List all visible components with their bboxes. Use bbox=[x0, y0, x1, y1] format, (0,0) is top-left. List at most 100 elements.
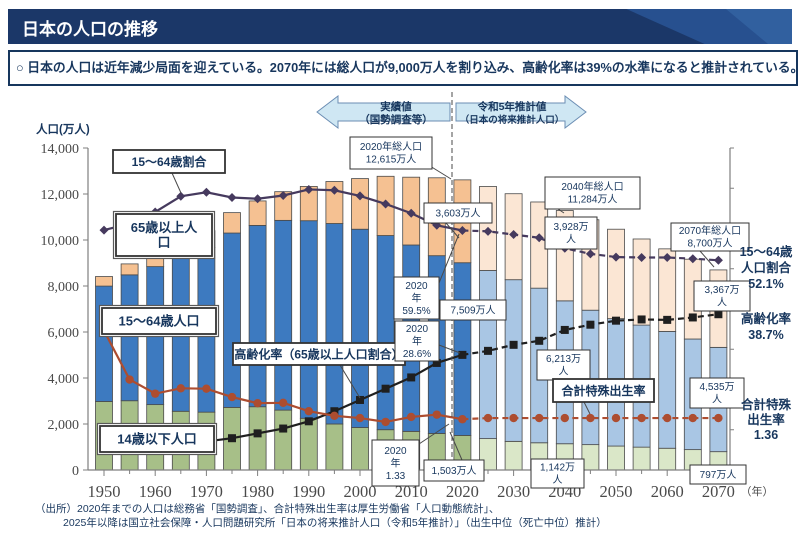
annotation-box bbox=[112, 149, 226, 174]
diamond-marker bbox=[688, 254, 698, 264]
x-tick-label: 1990 bbox=[292, 482, 325, 500]
diamond-marker bbox=[201, 187, 211, 197]
y-tick-label: 4,000 bbox=[48, 372, 80, 387]
annotation-text: 14歳以下人口 bbox=[117, 432, 196, 447]
side-label-line: 出生率 bbox=[747, 412, 785, 427]
circle-marker bbox=[637, 413, 646, 423]
bar-2055 bbox=[632, 238, 651, 471]
annotation-box bbox=[349, 136, 433, 170]
annotations: 15～64歳割合 65歳以上人口 15～64歳人口 14歳以下人口 高齢化率（65歳以上… bbox=[96, 136, 751, 489]
square-marker bbox=[714, 310, 723, 319]
diamond-marker bbox=[457, 226, 467, 236]
square-marker bbox=[484, 346, 492, 355]
actual-arrow-sublabel: （国勢調査等） bbox=[359, 113, 433, 126]
annotation-box bbox=[99, 425, 215, 453]
square-marker bbox=[663, 315, 672, 324]
square-marker bbox=[560, 325, 569, 334]
bar-1975 bbox=[223, 212, 241, 471]
annotation-text: 6,213万 bbox=[546, 354, 581, 365]
annotation-box bbox=[552, 378, 655, 403]
square-marker bbox=[330, 407, 339, 416]
square-marker bbox=[509, 340, 518, 349]
bar-segment-0 bbox=[351, 427, 369, 471]
bar-segment-1 bbox=[325, 223, 344, 425]
y-tick-label: 14,000 bbox=[41, 142, 80, 157]
circle-marker bbox=[381, 417, 390, 427]
bar-segment-2 bbox=[351, 178, 369, 230]
square-marker bbox=[279, 424, 288, 433]
y-tick-label: 8,000 bbox=[48, 280, 80, 295]
side-label-line: 高齢化率 bbox=[741, 311, 792, 326]
annotation-connector bbox=[438, 233, 460, 284]
circle-marker bbox=[509, 413, 518, 423]
bar-segment-1 bbox=[299, 220, 318, 419]
annotation-box bbox=[689, 464, 747, 485]
annotation-text: 年 bbox=[412, 334, 422, 347]
annotation-text: 15～64歳割合 bbox=[132, 154, 208, 169]
summary-note: ○ 日本の人口は近年減少局面を迎えている。2070年には総人口が9,000万人を… bbox=[8, 50, 800, 86]
estimate-arrow-label: 令和5年推計値 bbox=[477, 100, 547, 113]
diamond-marker bbox=[611, 252, 621, 262]
diamond-marker bbox=[304, 184, 314, 194]
diamond-marker bbox=[355, 191, 365, 201]
diamond-marker bbox=[278, 190, 288, 200]
side-label-line: 52.1% bbox=[748, 277, 783, 291]
circle-marker bbox=[202, 384, 211, 393]
annotation-text: 65歳以上人 bbox=[131, 220, 198, 235]
bar-segment-0 bbox=[632, 446, 651, 471]
diamond-marker bbox=[253, 194, 263, 204]
annotation-box bbox=[689, 377, 745, 409]
annotation-text: 4,535万 bbox=[699, 382, 734, 393]
y-tick-label: 2,000 bbox=[48, 418, 80, 433]
diamond-marker bbox=[176, 191, 186, 201]
annotation-label-1564-pop: 15～64歳人口 bbox=[98, 304, 220, 338]
annotation-box bbox=[393, 276, 440, 320]
annotation-o2020: 3,603万人 bbox=[423, 202, 493, 239]
square-marker bbox=[458, 350, 467, 359]
bar-segment-2 bbox=[632, 238, 651, 326]
annotation-text: 人 bbox=[559, 366, 569, 378]
annotation-connector bbox=[583, 401, 591, 415]
annotation-text: 59.5% bbox=[402, 306, 430, 317]
annotation-label-65plus: 65歳以上人口 bbox=[112, 210, 216, 260]
annotation-text: 合計特殊出生率 bbox=[561, 383, 645, 398]
square-marker bbox=[535, 336, 544, 345]
annotation-connector bbox=[438, 344, 461, 354]
annotation-connector bbox=[171, 172, 182, 194]
circle-marker bbox=[611, 413, 621, 423]
diamond-marker bbox=[509, 230, 519, 240]
annotation-connector bbox=[339, 364, 361, 399]
x-axis-unit: （年） bbox=[741, 484, 774, 498]
axes: 0 2,000 4,000 6,000 8,000 10,000 12,000 14,000 1… bbox=[36, 122, 774, 500]
annotation-box bbox=[423, 459, 485, 482]
square-marker bbox=[688, 313, 697, 322]
line-dashed bbox=[462, 416, 719, 421]
annotation-text: 1.33 bbox=[386, 471, 406, 482]
circle-marker bbox=[714, 413, 723, 423]
square-marker bbox=[304, 417, 313, 426]
annotation-box bbox=[439, 299, 507, 321]
circle-marker bbox=[483, 413, 493, 423]
circle-marker bbox=[586, 413, 595, 423]
side-label-line: 合計特殊 bbox=[741, 397, 792, 412]
annotation-box bbox=[670, 222, 750, 252]
bar-2060 bbox=[658, 248, 677, 471]
annotation-text: 15～64歳人口 bbox=[119, 314, 200, 329]
bar-segment-2 bbox=[248, 200, 267, 226]
circle-marker bbox=[535, 413, 544, 423]
summary-text: ○ 日本の人口は近年減少局面を迎えている。2070年には総人口が9,000万人を… bbox=[16, 60, 800, 75]
annotation-text: 人 bbox=[717, 297, 727, 309]
annotation-box bbox=[423, 202, 493, 224]
bar-segment-0 bbox=[658, 447, 677, 471]
bar-segment-1 bbox=[376, 235, 395, 431]
x-tick-label: 2030 bbox=[497, 482, 530, 500]
annotation-text: 797万人 bbox=[700, 469, 737, 481]
annotation-text: 人 bbox=[712, 394, 722, 406]
line-合計特殊出生率 bbox=[99, 326, 723, 427]
annotation-box bbox=[115, 213, 213, 257]
x-tick-label: 1970 bbox=[190, 482, 223, 500]
